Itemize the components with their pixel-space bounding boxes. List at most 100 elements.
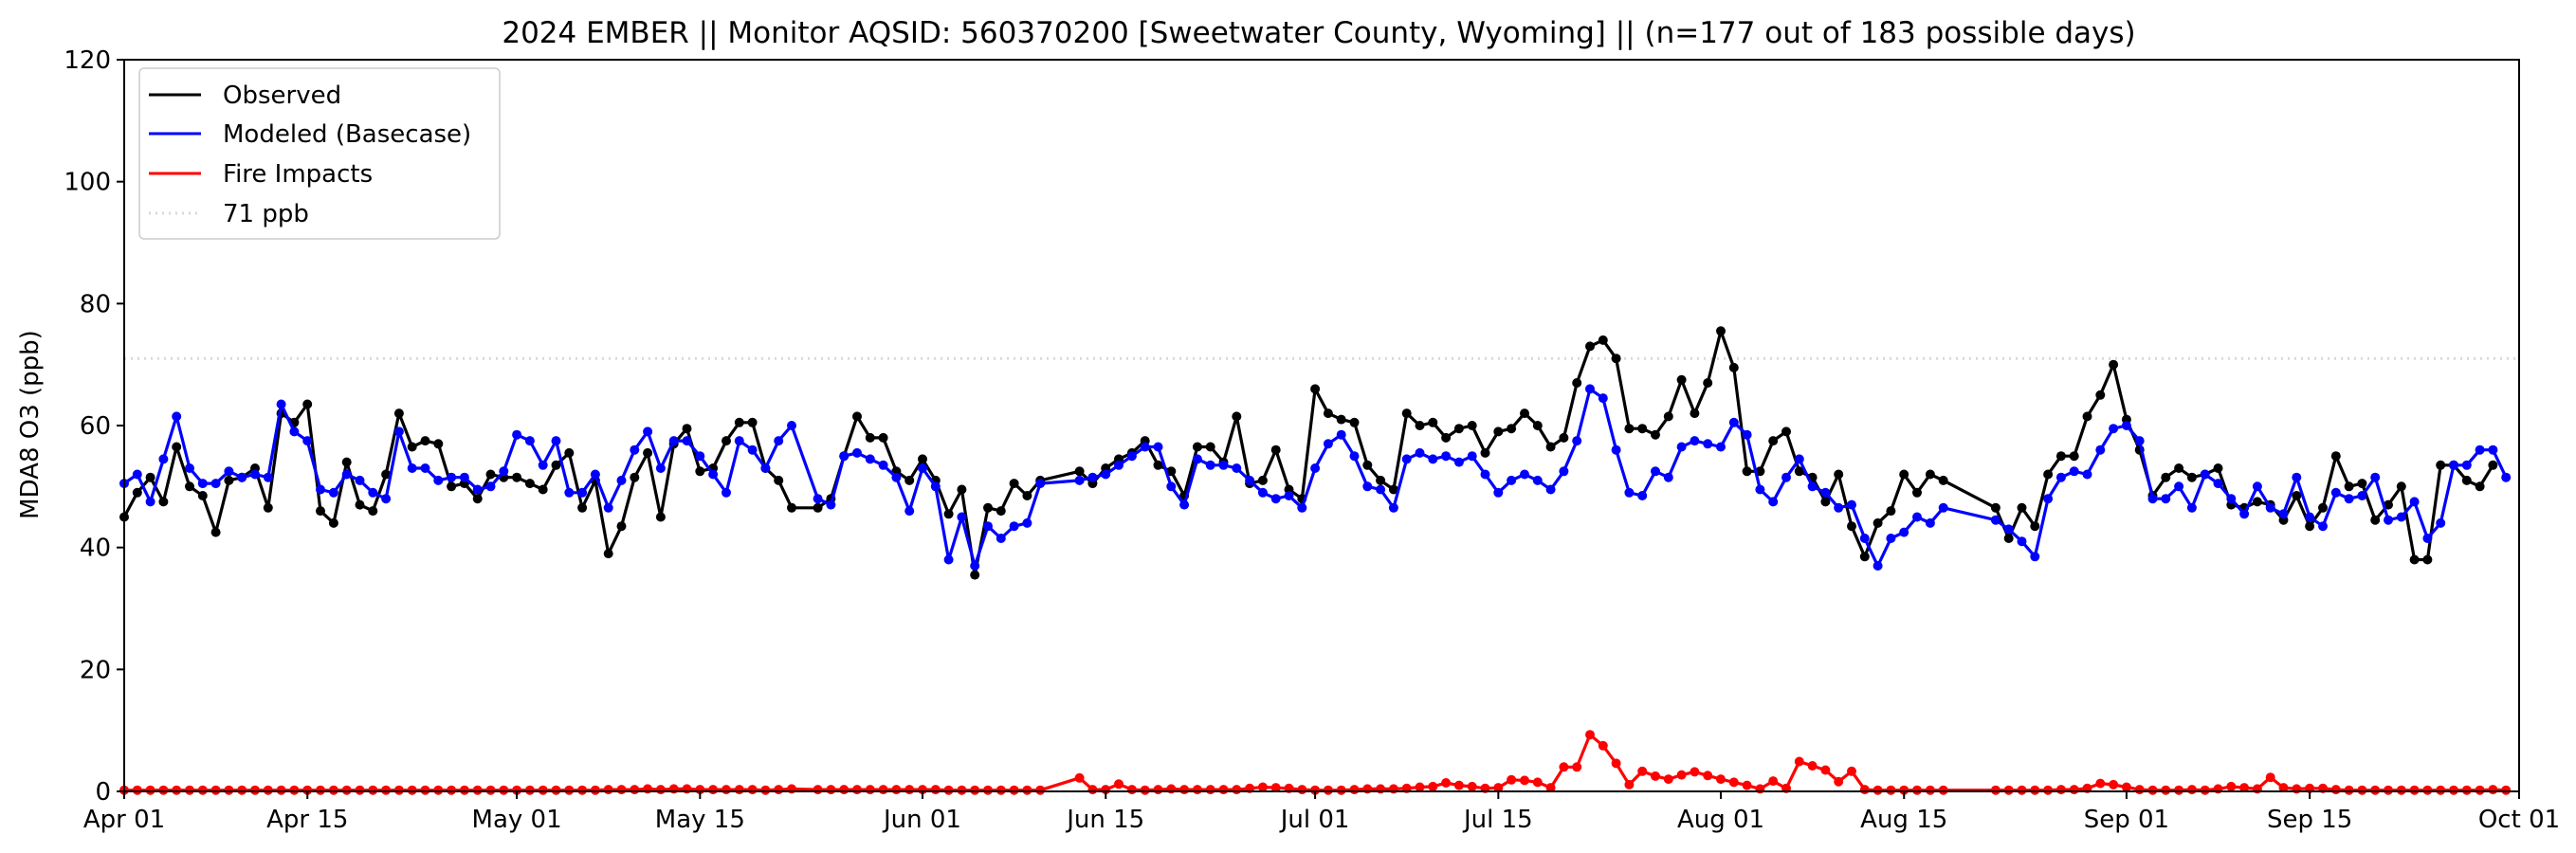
data-point — [891, 472, 902, 482]
data-point — [2357, 491, 2367, 500]
data-point — [302, 399, 313, 409]
data-point — [2461, 785, 2472, 795]
data-point — [865, 454, 875, 464]
data-point — [1938, 785, 1948, 795]
data-point — [2055, 785, 2066, 795]
data-point — [2017, 502, 2027, 513]
data-point — [1388, 502, 1398, 513]
data-point — [2147, 494, 2158, 504]
data-point — [878, 432, 888, 443]
data-point — [1192, 785, 1202, 795]
data-point — [1336, 429, 1346, 440]
data-point — [1140, 785, 1150, 795]
data-point — [1545, 484, 1556, 495]
data-point — [2318, 521, 2328, 532]
data-point — [1624, 779, 1635, 789]
data-point — [420, 785, 430, 795]
data-point — [1401, 454, 1412, 464]
data-point — [734, 436, 744, 446]
data-point — [1166, 466, 1177, 477]
data-point — [2186, 472, 2197, 482]
data-point — [1925, 785, 1935, 795]
data-point — [2396, 512, 2406, 522]
data-point — [1376, 475, 1386, 485]
data-point — [381, 785, 392, 795]
data-point — [1349, 417, 1360, 427]
data-point — [2384, 515, 2393, 525]
data-point — [1323, 408, 1333, 419]
data-point — [2409, 554, 2420, 565]
data-point — [1742, 429, 1752, 440]
data-point — [197, 785, 208, 795]
data-point — [2305, 512, 2315, 522]
data-point — [695, 451, 705, 462]
y-tick-label: 60 — [80, 412, 111, 441]
y-tick-label: 40 — [80, 535, 111, 563]
data-point — [1847, 766, 1856, 776]
series-line — [124, 733, 2507, 792]
data-point — [603, 549, 613, 559]
data-point — [1232, 411, 1242, 422]
x-tick-label: Jul 01 — [1279, 806, 1350, 834]
data-point — [603, 502, 613, 513]
data-point — [485, 481, 496, 492]
data-point — [1507, 774, 1517, 785]
data-point — [590, 785, 600, 795]
x-tick-label: Aug 01 — [1677, 806, 1764, 834]
data-point — [930, 785, 941, 795]
data-point — [2252, 497, 2262, 507]
data-point — [524, 785, 535, 795]
x-tick-label: Aug 15 — [1860, 806, 1947, 834]
data-point — [145, 497, 155, 507]
data-point — [865, 432, 875, 443]
data-point — [1480, 447, 1490, 458]
data-point — [2318, 502, 2328, 513]
data-point — [1768, 436, 1779, 446]
data-point — [708, 785, 719, 795]
data-point — [957, 785, 967, 795]
data-point — [1899, 785, 1909, 795]
data-point — [2003, 534, 2014, 543]
data-point — [2043, 785, 2054, 795]
data-point — [237, 472, 247, 482]
data-point — [983, 785, 993, 795]
data-point — [2449, 460, 2458, 470]
data-point — [524, 436, 535, 446]
data-point — [302, 785, 313, 795]
data-point — [983, 521, 993, 532]
data-point — [538, 484, 548, 495]
data-point — [1663, 411, 1673, 422]
data-point — [1284, 491, 1294, 500]
data-point — [472, 494, 483, 504]
data-point — [2095, 778, 2106, 789]
y-tick-label: 80 — [80, 290, 111, 318]
data-point — [2475, 481, 2485, 492]
data-point — [970, 561, 980, 571]
data-point — [381, 494, 392, 504]
data-point — [1257, 475, 1268, 485]
data-point — [878, 785, 888, 795]
data-point — [512, 429, 522, 440]
data-point — [538, 785, 548, 795]
data-point — [551, 785, 561, 795]
data-point — [368, 785, 378, 795]
data-point — [1114, 779, 1124, 789]
data-point — [1074, 475, 1085, 485]
x-tick-label: Apr 15 — [266, 806, 348, 834]
data-point — [1611, 758, 1621, 769]
data-point — [1428, 417, 1438, 427]
data-point — [355, 785, 365, 795]
data-point — [774, 785, 784, 795]
data-point — [407, 785, 417, 795]
data-point — [1624, 487, 1635, 498]
data-point — [2396, 481, 2406, 492]
data-point — [747, 445, 758, 455]
data-point — [2161, 472, 2171, 482]
data-point — [1572, 762, 1582, 772]
data-point — [1859, 534, 1870, 543]
data-point — [655, 785, 666, 795]
data-point — [1768, 776, 1779, 787]
data-point — [224, 785, 234, 795]
data-point — [1532, 777, 1543, 788]
